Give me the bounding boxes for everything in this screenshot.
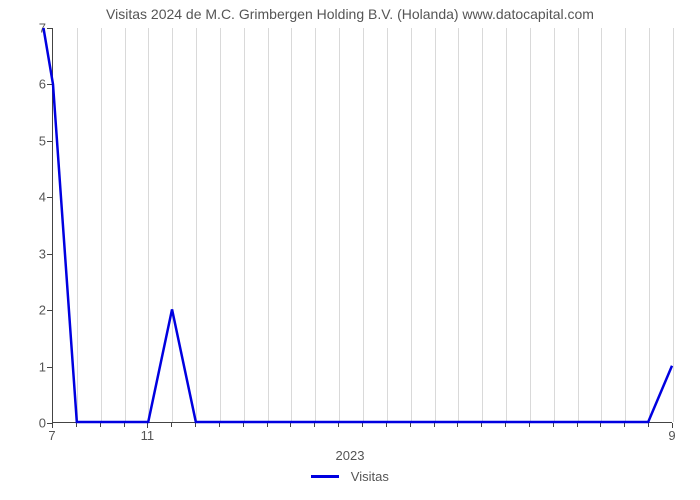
- legend-item-visitas: Visitas: [311, 468, 389, 484]
- x-tick-minor: [624, 423, 625, 427]
- legend-label: Visitas: [351, 469, 389, 484]
- y-tick-label: 3: [6, 246, 46, 261]
- x-tick-label: 9: [668, 428, 675, 443]
- x-tick-minor: [505, 423, 506, 427]
- x-tick-minor: [219, 423, 220, 427]
- x-tick-minor: [124, 423, 125, 427]
- x-tick-minor: [648, 423, 649, 427]
- x-tick-minor: [553, 423, 554, 427]
- x-tick-minor: [314, 423, 315, 427]
- x-axis-label: 2023: [0, 448, 700, 463]
- x-tick-minor: [290, 423, 291, 427]
- x-tick-mark: [147, 423, 148, 428]
- plot-area: [52, 28, 672, 423]
- x-tick-minor: [338, 423, 339, 427]
- x-tick-minor: [195, 423, 196, 427]
- x-tick-minor: [457, 423, 458, 427]
- y-tick-label: 6: [6, 77, 46, 92]
- x-tick-minor: [481, 423, 482, 427]
- chart-container: Visitas 2024 de M.C. Grimbergen Holding …: [0, 0, 700, 500]
- x-tick-mark: [52, 423, 53, 428]
- x-tick-label: 7: [48, 428, 55, 443]
- x-tick-minor: [171, 423, 172, 427]
- x-tick-label: 11: [141, 428, 155, 443]
- y-tick-label: 1: [6, 359, 46, 374]
- legend-swatch: [311, 475, 339, 478]
- y-tick-label: 5: [6, 133, 46, 148]
- x-tick-mark: [672, 423, 673, 428]
- x-tick-minor: [267, 423, 268, 427]
- chart-title: Visitas 2024 de M.C. Grimbergen Holding …: [0, 6, 700, 22]
- x-tick-minor: [386, 423, 387, 427]
- x-tick-minor: [362, 423, 363, 427]
- x-tick-minor: [410, 423, 411, 427]
- line-series: [53, 28, 672, 422]
- x-tick-minor: [434, 423, 435, 427]
- y-tick-label: 2: [6, 303, 46, 318]
- legend: Visitas: [0, 468, 700, 484]
- x-tick-minor: [76, 423, 77, 427]
- y-tick-label: 0: [6, 416, 46, 431]
- x-tick-minor: [243, 423, 244, 427]
- x-tick-minor: [577, 423, 578, 427]
- gridline: [673, 28, 674, 422]
- x-tick-minor: [100, 423, 101, 427]
- y-tick-label: 7: [6, 21, 46, 36]
- y-tick-label: 4: [6, 190, 46, 205]
- x-tick-minor: [529, 423, 530, 427]
- x-tick-minor: [600, 423, 601, 427]
